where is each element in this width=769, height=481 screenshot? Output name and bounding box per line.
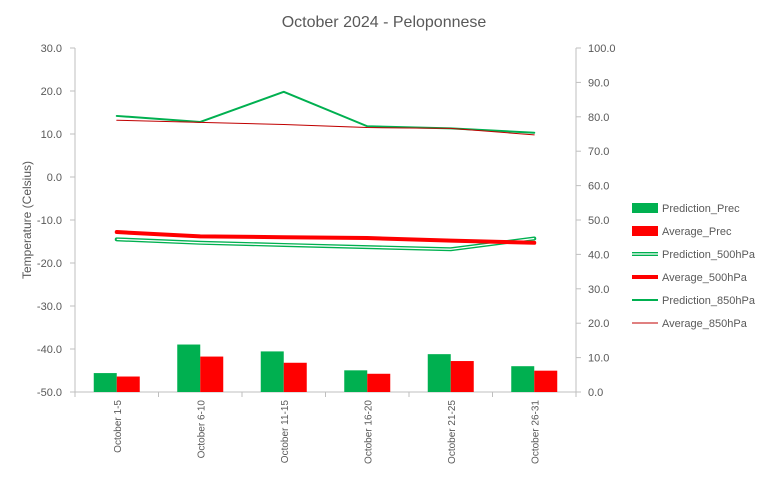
legend-label: Prediction_500hPa — [662, 249, 756, 261]
right-axis-tick-label: 60.0 — [588, 181, 609, 193]
right-axis-tick-label: 100.0 — [588, 43, 616, 55]
left-axis-tick-label: -40.0 — [37, 344, 62, 356]
left-axis-tick-label: -50.0 — [37, 387, 62, 399]
bars — [93, 344, 558, 392]
line-Average_500hPa — [114, 230, 537, 245]
x-axis-tick-label: October 6-10 — [196, 400, 207, 459]
line-Average_850hPa — [116, 119, 535, 136]
right-axis-tick-label: 70.0 — [588, 146, 609, 158]
left-axis-tick-label: 0.0 — [47, 172, 62, 184]
line-Prediction_500hPa-inner — [116, 237, 535, 250]
chart-title: October 2024 - Peloponnese — [282, 14, 487, 31]
bar-Prediction_Prec — [427, 354, 451, 392]
x-axis-tick-label: October 26-31 — [530, 400, 541, 464]
right-axis-tick-label: 10.0 — [588, 353, 609, 365]
right-axis-tick-label: 20.0 — [588, 318, 609, 330]
bar-Average_Prec — [450, 361, 474, 392]
bar-Average_Prec — [200, 356, 224, 392]
left-axis-tick-label: 20.0 — [41, 86, 62, 98]
x-axis-tick-label: October 16-20 — [363, 400, 374, 464]
legend: Prediction_Prec Average_Prec Prediction_50… — [632, 203, 756, 330]
right-axis-tick-label: 30.0 — [588, 284, 609, 296]
y-axis-label: Temperature (Celsius) — [20, 161, 34, 279]
bar-Average_Prec — [534, 370, 558, 392]
x-axis-tick-label: October 1-5 — [113, 400, 124, 453]
x-axis-tick-label: October 11-15 — [280, 400, 291, 464]
right-axis-tick-label: 80.0 — [588, 112, 609, 124]
bar-Prediction_Prec — [344, 370, 368, 392]
axes: -50.0 -40.0 -30.0 -20.0 -10.0 0.0 10.0 20.0 30.0… — [37, 43, 616, 464]
right-axis-tick-label: 90.0 — [588, 77, 609, 89]
x-axis-tick-label: October 21-25 — [447, 400, 458, 464]
right-axis-tick-label: 50.0 — [588, 215, 609, 227]
legend-label: Average_500hPa — [662, 272, 748, 284]
bar-Prediction_Prec — [260, 351, 284, 392]
left-axis-tick-label: -30.0 — [37, 301, 62, 313]
line-Prediction_850hPa — [115, 90, 536, 134]
right-axis-tick-label: 0.0 — [588, 387, 603, 399]
bar-Average_Prec — [367, 373, 391, 392]
left-axis-tick-label: 10.0 — [41, 129, 62, 141]
legend-label: Prediction_850hPa — [662, 295, 756, 307]
lines — [114, 90, 537, 252]
bar-Prediction_Prec — [511, 366, 535, 392]
legend-label: Prediction_Prec — [662, 203, 740, 215]
left-axis-tick-label: 30.0 — [41, 43, 62, 55]
bar-Prediction_Prec — [177, 344, 201, 392]
left-axis-tick-label: -10.0 — [37, 215, 62, 227]
legend-swatch — [632, 226, 658, 236]
left-axis-tick-label: -20.0 — [37, 258, 62, 270]
right-axis-tick-label: 40.0 — [588, 249, 609, 261]
legend-label: Average_Prec — [662, 226, 732, 238]
bar-Prediction_Prec — [93, 373, 117, 392]
legend-label: Average_850hPa — [662, 318, 748, 330]
bar-Average_Prec — [283, 362, 307, 392]
bar-Average_Prec — [116, 376, 140, 392]
legend-swatch — [632, 203, 658, 213]
